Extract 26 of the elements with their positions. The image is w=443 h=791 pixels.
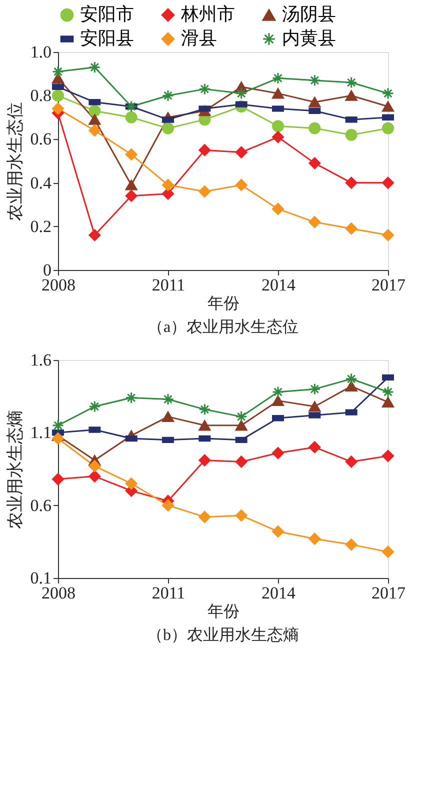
legend-label: 安阳县 — [80, 28, 134, 48]
y-tick-label: 1.6 — [30, 350, 52, 370]
x-tick-label: 2011 — [152, 584, 186, 602]
legend-label: 滑县 — [181, 28, 217, 48]
text: （b）农业用水生态熵 — [147, 626, 299, 644]
x-tick-label: 2014 — [262, 584, 296, 602]
x-tick-label: 2017 — [372, 584, 406, 602]
y-tick-label: 1.1 — [30, 423, 52, 442]
y-axis-title: 农业用水生态位 — [5, 102, 24, 221]
x-axis-title: 年份 — [208, 296, 240, 312]
x-tick-label: 2017 — [372, 276, 406, 294]
x-tick-label: 2011 — [152, 276, 186, 294]
y-tick-label: 0.8 — [30, 86, 52, 106]
y-tick-label: 0.2 — [30, 216, 52, 236]
y-tick-label: 0.6 — [30, 496, 52, 515]
y-axis-title: 农业用水生态熵 — [5, 410, 24, 529]
y-tick-label: 0.4 — [30, 173, 52, 192]
legend-label: 汤阴县 — [282, 4, 336, 24]
y-tick-label: 1.0 — [30, 42, 52, 62]
x-axis-title: 年份 — [208, 604, 240, 620]
legend-label: 安阳市 — [80, 4, 134, 24]
x-tick-label: 2014 — [262, 276, 296, 294]
text: （a）农业用水生态位 — [147, 318, 299, 336]
y-tick-label: 0.6 — [30, 130, 52, 149]
legend-label: 林州市 — [180, 4, 235, 24]
legend-label: 内黄县 — [282, 28, 336, 48]
